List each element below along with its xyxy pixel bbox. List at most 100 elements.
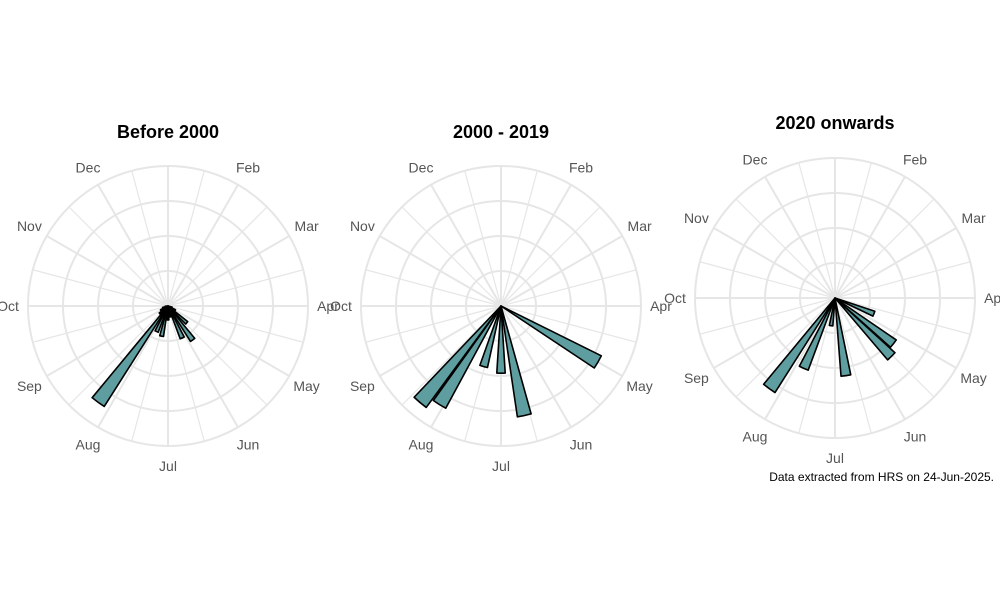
panel-title: Before 2000 <box>117 122 219 142</box>
month-label-oct: Oct <box>330 298 352 314</box>
grid-spoke <box>713 227 836 299</box>
month-label-dec: Dec <box>409 159 434 175</box>
grid-spoke <box>834 227 957 299</box>
month-label-dec: Dec <box>76 159 101 175</box>
grid-spoke <box>401 206 502 307</box>
polar-bar <box>167 305 186 340</box>
grid-spoke <box>798 297 836 434</box>
grid-spoke <box>365 305 502 343</box>
grid-spoke <box>167 305 239 428</box>
month-label-may: May <box>960 370 986 386</box>
panel-title: 2020 onwards <box>775 113 894 133</box>
grid-spoke <box>167 305 290 377</box>
grid-spoke <box>699 261 836 299</box>
grid-spoke <box>430 184 502 307</box>
month-label-sep: Sep <box>684 370 709 386</box>
grid-spoke <box>735 297 836 398</box>
polar-panel-1: Feb Mar Apr May Jun Jul Aug Sep Oct Nov Dec Before … <box>0 122 339 474</box>
month-label-nov: Nov <box>17 218 42 234</box>
polar-bar <box>479 305 502 369</box>
grid-spoke <box>464 170 502 307</box>
grid-spoke <box>500 184 572 307</box>
month-label-apr: Apr <box>984 290 1000 306</box>
polar-bar <box>167 305 196 343</box>
grid-spoke <box>834 297 906 420</box>
month-label-aug: Aug <box>743 429 768 445</box>
grid-spoke <box>167 305 205 442</box>
grid-spoke <box>68 206 169 307</box>
grid-spoke <box>97 305 169 428</box>
month-label-mar: Mar <box>962 210 986 226</box>
grid-spoke <box>365 269 502 307</box>
grid-spoke <box>713 297 836 369</box>
month-label-dec: Dec <box>743 151 768 167</box>
grid-spoke <box>46 305 169 377</box>
month-label-sep: Sep <box>17 378 42 394</box>
grid-spoke <box>68 305 169 406</box>
polar-bar <box>432 305 502 410</box>
polar-bar <box>166 305 170 321</box>
month-label-feb: Feb <box>569 159 593 175</box>
grid-spoke <box>167 269 304 307</box>
polar-bar <box>798 297 836 371</box>
month-label-nov: Nov <box>350 218 375 234</box>
grid-spoke <box>834 261 971 299</box>
month-label-may: May <box>626 378 652 394</box>
grid-spoke <box>500 305 572 428</box>
grid-spoke <box>167 235 290 307</box>
month-label-sep: Sep <box>350 378 375 394</box>
grid-spoke <box>500 305 637 343</box>
polar-panel-2: Feb Mar Apr May Jun Jul Aug Sep Oct Nov Dec 2000 - … <box>330 122 672 474</box>
grid-spoke <box>32 305 169 343</box>
grid-spoke <box>46 235 169 307</box>
grid-spoke <box>798 162 836 299</box>
grid-spoke <box>764 297 836 420</box>
polar-bar <box>500 305 603 369</box>
month-label-jul: Jul <box>492 458 510 474</box>
month-label-aug: Aug <box>409 437 434 453</box>
grid-spoke <box>379 305 502 377</box>
grid-spoke <box>699 297 836 335</box>
month-label-jun: Jun <box>237 437 260 453</box>
polar-bar <box>91 305 169 408</box>
grid-spoke <box>167 170 205 307</box>
grid-spoke <box>834 297 971 335</box>
month-label-apr: Apr <box>650 298 672 314</box>
polar-bar <box>834 297 876 317</box>
grid-spoke <box>500 170 538 307</box>
grid-spoke <box>167 305 304 343</box>
month-label-apr: Apr <box>317 298 339 314</box>
polar-bar <box>167 305 189 325</box>
polar-bar <box>834 297 852 377</box>
polar-bar <box>834 297 896 361</box>
grid-spoke <box>834 198 935 299</box>
grid-spoke <box>500 305 601 406</box>
polar-bar <box>495 305 507 375</box>
grid-spoke <box>32 269 169 307</box>
grid-spoke <box>379 235 502 307</box>
polar-bar <box>834 297 898 349</box>
grid-spoke <box>764 176 836 299</box>
polar-panel-3: Feb Mar Apr May Jun Jul Aug Sep Oct Nov Dec 2020 on… <box>664 113 1000 466</box>
data-source-caption: Data extracted from HRS on 24-Jun-2025. <box>769 470 994 484</box>
panel-title: 2000 - 2019 <box>453 122 549 142</box>
grid-spoke <box>131 170 169 307</box>
grid-spoke <box>834 297 957 369</box>
grid-spoke <box>167 184 239 307</box>
month-label-nov: Nov <box>684 210 709 226</box>
grid-spoke <box>500 269 637 307</box>
month-label-oct: Oct <box>664 290 686 306</box>
month-label-jun: Jun <box>570 437 593 453</box>
month-label-jun: Jun <box>904 429 927 445</box>
grid-spoke <box>834 162 872 299</box>
month-label-may: May <box>293 378 319 394</box>
month-label-feb: Feb <box>236 159 260 175</box>
month-label-mar: Mar <box>295 218 319 234</box>
month-label-oct: Oct <box>0 298 19 314</box>
month-label-feb: Feb <box>903 151 927 167</box>
grid-spoke <box>97 184 169 307</box>
grid-spoke <box>500 206 601 307</box>
polar-bar <box>413 305 502 409</box>
